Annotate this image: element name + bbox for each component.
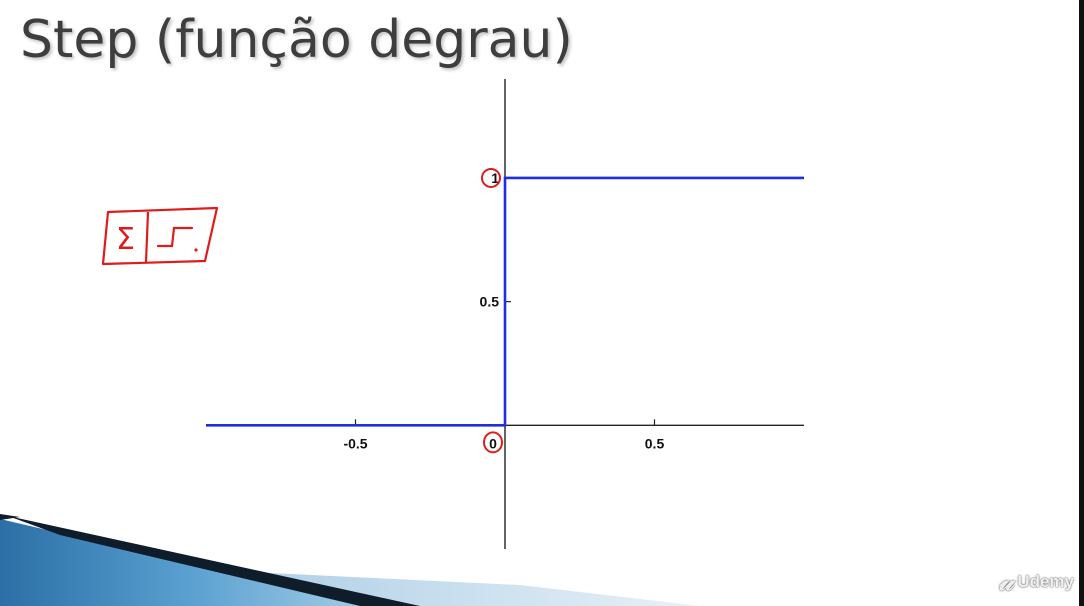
annotations: Σ <box>101 167 503 454</box>
x-tick-label: -0.5 <box>343 435 367 451</box>
slide-title: Step (função degrau) <box>20 10 573 70</box>
circle-mark-zero <box>483 431 503 454</box>
udemy-watermark: 𝓊 Udemy <box>998 567 1074 597</box>
sketch-dot <box>194 248 198 252</box>
y-tick-label: 1 <box>491 170 499 186</box>
udemy-logo-icon: 𝓊 <box>998 567 1014 597</box>
watermark-text: Udemy <box>1017 572 1074 591</box>
series-layer <box>206 176 804 427</box>
neuron-sketch-divider <box>144 211 150 263</box>
step-series-line <box>206 176 804 427</box>
neuron-sketch-box <box>101 206 219 266</box>
frame-edge <box>1079 0 1084 606</box>
summation-icon: Σ <box>116 222 135 257</box>
origin-label: 0 <box>489 435 497 451</box>
y-tick-label: 0.5 <box>480 294 500 310</box>
step-sketch-icon <box>156 226 194 248</box>
x-tick-label: 0.5 <box>645 435 665 451</box>
circle-mark-one <box>481 167 501 188</box>
